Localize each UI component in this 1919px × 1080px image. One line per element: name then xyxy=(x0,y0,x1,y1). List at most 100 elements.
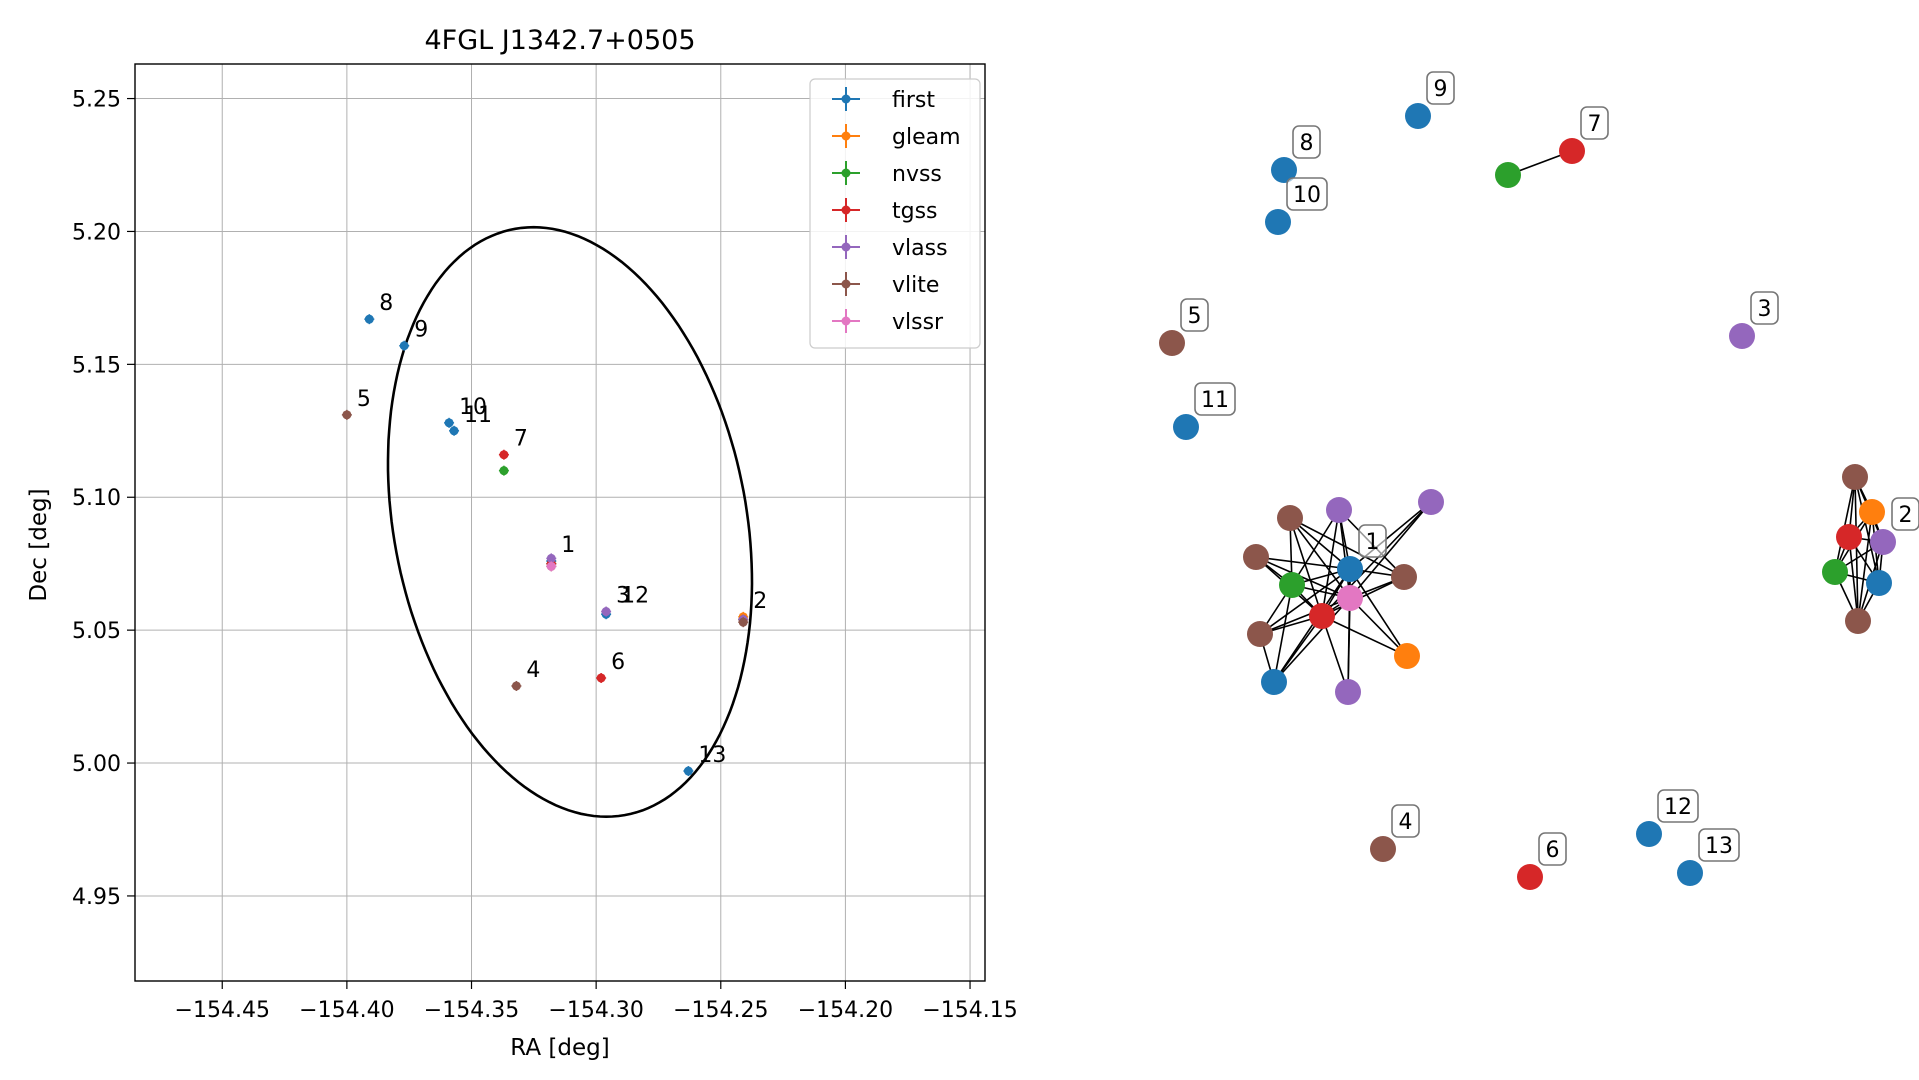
network-edge xyxy=(1273,568,1351,683)
legend-box xyxy=(809,78,981,349)
network-edge xyxy=(1289,517,1323,617)
point-vlass xyxy=(546,553,556,563)
y-tick-label: 5.20 xyxy=(72,220,121,245)
point-first xyxy=(449,426,459,436)
network-edge xyxy=(1273,597,1351,683)
node-label: 11 xyxy=(1201,388,1229,413)
node-label: 4 xyxy=(1399,810,1413,835)
node-label-box xyxy=(1426,71,1455,105)
network-node xyxy=(1326,497,1352,523)
point-first xyxy=(399,341,409,351)
legend-label-nvss: nvss xyxy=(892,162,942,187)
legend-marker-gleam xyxy=(841,131,851,141)
node-label-box xyxy=(1292,125,1321,159)
network-edge xyxy=(1321,615,1408,657)
error-ellipse xyxy=(386,225,754,819)
network-node xyxy=(1337,585,1363,611)
network-edge xyxy=(1349,568,1408,657)
network-edge xyxy=(1321,615,1349,693)
legend-marker-tgss xyxy=(841,205,851,215)
annotation-label: 11 xyxy=(464,403,492,428)
network-node xyxy=(1309,603,1335,629)
network-node xyxy=(1159,330,1185,356)
network-edge xyxy=(1347,597,1351,693)
legend-label-first: first xyxy=(892,88,935,113)
node-label-box xyxy=(1194,382,1236,416)
network-edge xyxy=(1255,556,1351,570)
legend-marker-vlssr xyxy=(841,316,851,326)
y-ticks: 4.95 5.00 5.05 5.10 5.15 5.20 5.25 xyxy=(72,88,135,910)
legend-marker-vlass xyxy=(841,242,851,252)
annotation-label: 6 xyxy=(611,650,625,675)
grid xyxy=(135,64,985,981)
x-tick-label: −154.40 xyxy=(299,998,394,1023)
network-edge xyxy=(1349,597,1408,657)
network-node xyxy=(1391,564,1417,590)
y-tick-label: 5.05 xyxy=(72,619,121,644)
network-node xyxy=(1866,570,1892,596)
point-vlass xyxy=(601,607,611,617)
x-tick-label: −154.45 xyxy=(175,998,270,1023)
network-node xyxy=(1729,323,1755,349)
node-label-box xyxy=(1891,497,1919,531)
network-node xyxy=(1677,860,1703,886)
annotation-label: 12 xyxy=(621,584,649,609)
point-tgss xyxy=(596,673,606,683)
node-label: 10 xyxy=(1293,183,1321,208)
y-tick-label: 5.15 xyxy=(72,353,121,378)
network-node xyxy=(1836,524,1862,550)
point-first xyxy=(444,418,454,428)
network-node xyxy=(1335,679,1361,705)
node-label: 3 xyxy=(1758,297,1772,322)
network-edge xyxy=(1259,568,1351,635)
node-label: 13 xyxy=(1705,834,1733,859)
y-tick-label: 5.00 xyxy=(72,752,121,777)
network-edge xyxy=(1273,615,1323,683)
network-node xyxy=(1271,157,1297,183)
x-axis-label: RA [deg] xyxy=(510,1035,609,1061)
node-label: 9 xyxy=(1434,77,1448,102)
network-edge xyxy=(1848,536,1859,622)
ellipse-layer xyxy=(386,225,754,819)
network-node xyxy=(1173,414,1199,440)
network-edge xyxy=(1338,509,1351,599)
points-layer xyxy=(341,314,749,777)
node-label: 7 xyxy=(1588,112,1602,137)
network-node xyxy=(1859,499,1885,525)
network-node xyxy=(1636,821,1662,847)
chart-title: 4FGL J1342.7+0505 xyxy=(424,25,695,56)
network-node xyxy=(1394,643,1420,669)
node-label: 8 xyxy=(1300,131,1314,156)
node-label-box xyxy=(1391,804,1420,838)
node-label-box xyxy=(1286,177,1328,211)
legend-marker-first xyxy=(841,94,851,104)
point-vlite xyxy=(342,410,352,420)
x-ticks: −154.45 −154.40 −154.35 −154.30 −154.25 −154.… xyxy=(175,981,1018,1023)
x-tick-label: −154.30 xyxy=(548,998,643,1023)
network-edge xyxy=(1857,511,1873,622)
x-tick-label: −154.20 xyxy=(798,998,893,1023)
y-tick-label: 4.95 xyxy=(72,885,121,910)
network-edge xyxy=(1289,517,1405,578)
network-node xyxy=(1870,529,1896,555)
node-label-box xyxy=(1358,524,1387,558)
point-first xyxy=(683,766,693,776)
legend-label-vlass: vlass xyxy=(892,236,948,261)
legend-marker-nvss xyxy=(841,168,851,178)
network-node xyxy=(1243,544,1269,570)
node-label-box xyxy=(1538,832,1567,866)
annotation-label: 1 xyxy=(561,533,575,558)
annotation-label: 8 xyxy=(379,291,393,316)
node-label-box xyxy=(1180,298,1209,332)
node-label: 2 xyxy=(1899,503,1913,528)
annotation-label: 7 xyxy=(514,427,528,452)
network-nodes xyxy=(1159,103,1896,890)
x-tick-label: −154.15 xyxy=(922,998,1017,1023)
network-node xyxy=(1370,836,1396,862)
annotation-label: 13 xyxy=(698,743,726,768)
point-vlite xyxy=(738,617,748,627)
y-tick-label: 5.10 xyxy=(72,486,121,511)
